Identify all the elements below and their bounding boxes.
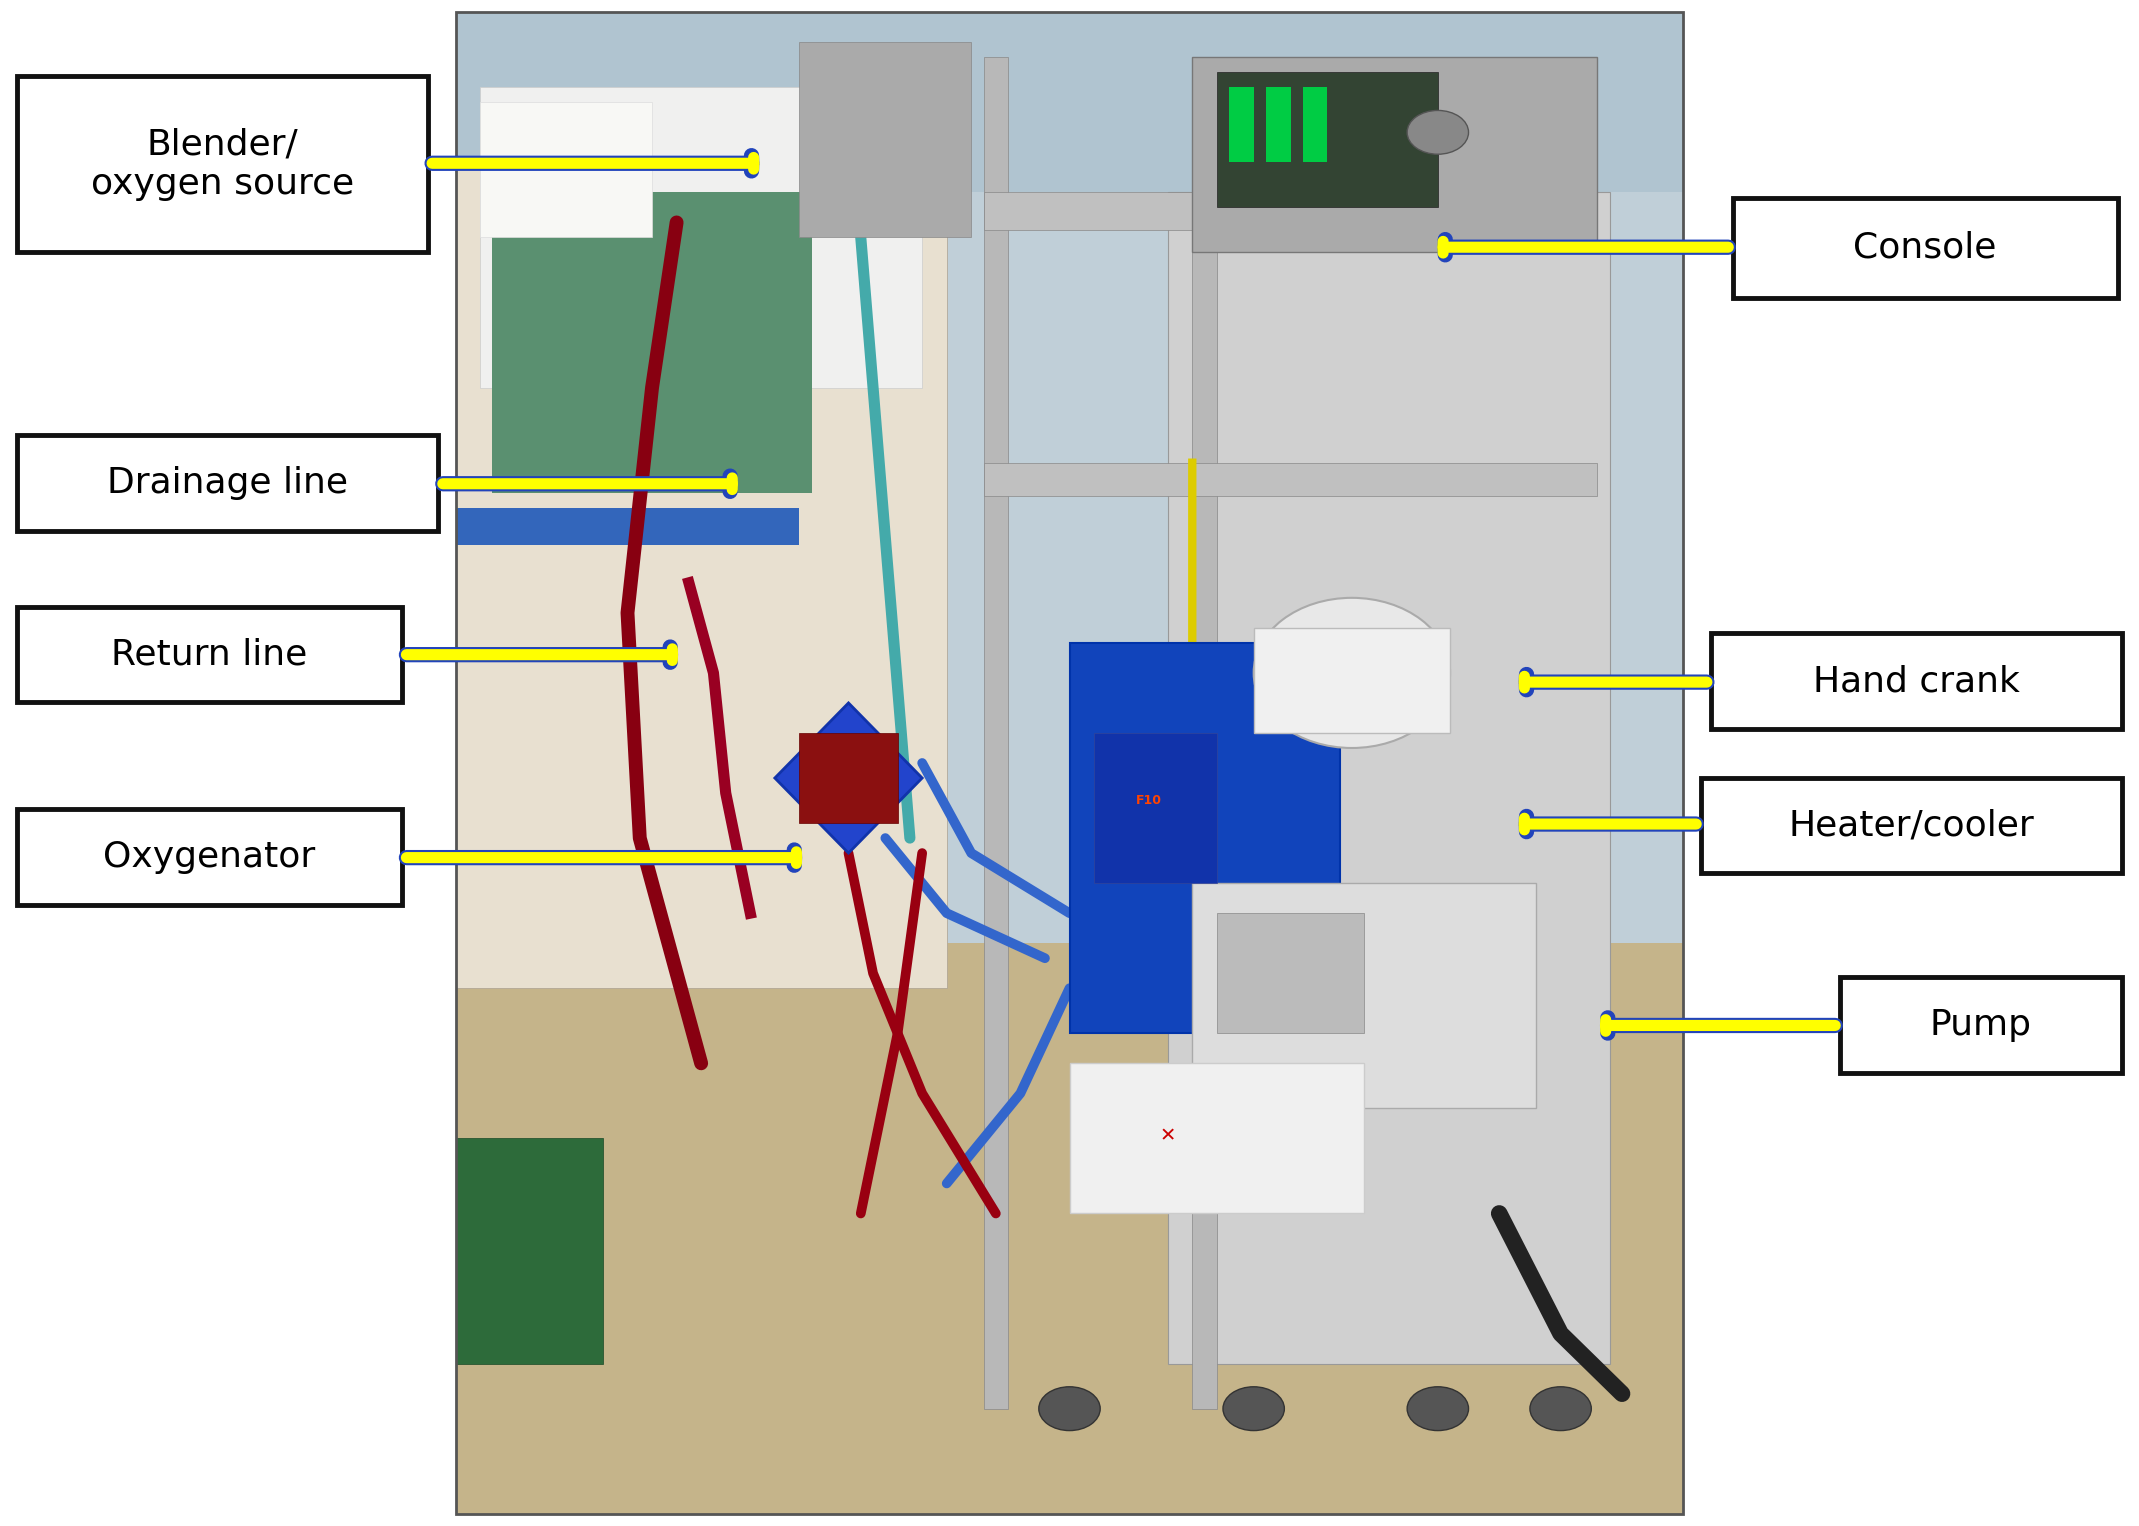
Circle shape	[1224, 1387, 1283, 1430]
Bar	[1191, 58, 1217, 1408]
Text: Hand crank: Hand crank	[1814, 664, 2019, 699]
Circle shape	[1407, 110, 1469, 154]
Bar	[456, 12, 1683, 1514]
Bar	[1303, 87, 1328, 162]
FancyBboxPatch shape	[17, 607, 402, 702]
Bar	[984, 462, 1598, 496]
Bar	[456, 192, 1683, 943]
Bar	[1217, 913, 1365, 1033]
Bar	[456, 1138, 603, 1364]
Bar	[456, 913, 1683, 1514]
Text: Pump: Pump	[1929, 1007, 2032, 1042]
Text: Return line: Return line	[111, 638, 308, 671]
Circle shape	[1529, 1387, 1591, 1430]
Bar	[456, 162, 948, 989]
Bar	[479, 87, 922, 388]
FancyBboxPatch shape	[17, 809, 402, 905]
FancyBboxPatch shape	[1840, 977, 2122, 1073]
FancyBboxPatch shape	[1701, 778, 2122, 873]
Text: Console: Console	[1852, 230, 1998, 266]
FancyBboxPatch shape	[1733, 198, 2118, 298]
FancyBboxPatch shape	[17, 435, 438, 531]
Bar	[800, 43, 971, 238]
FancyBboxPatch shape	[1711, 633, 2122, 729]
Bar	[1191, 58, 1598, 252]
Text: Drainage line: Drainage line	[107, 465, 349, 501]
Ellipse shape	[1253, 598, 1450, 748]
Bar	[1266, 87, 1290, 162]
Bar	[1168, 192, 1611, 1364]
Bar	[1070, 642, 1339, 1033]
Bar	[1070, 1064, 1365, 1213]
Bar	[984, 192, 1598, 230]
Circle shape	[1407, 1387, 1469, 1430]
Text: Blender/
oxygen source: Blender/ oxygen source	[90, 127, 355, 201]
FancyBboxPatch shape	[17, 76, 428, 252]
Bar	[456, 12, 1683, 192]
Bar	[479, 102, 652, 238]
Text: ✕: ✕	[1159, 1126, 1176, 1144]
Circle shape	[1040, 1387, 1099, 1430]
Bar	[456, 508, 800, 545]
Bar	[1093, 732, 1217, 884]
Text: Heater/cooler: Heater/cooler	[1788, 809, 2034, 842]
Text: F10: F10	[1136, 794, 1161, 807]
Text: Oxygenator: Oxygenator	[103, 839, 317, 874]
Bar	[984, 58, 1007, 1408]
Bar	[492, 192, 811, 493]
Bar	[800, 732, 898, 823]
Bar	[1217, 72, 1437, 208]
Bar	[1253, 627, 1450, 732]
Bar	[1191, 884, 1536, 1108]
Bar	[1230, 87, 1253, 162]
Polygon shape	[774, 703, 922, 853]
